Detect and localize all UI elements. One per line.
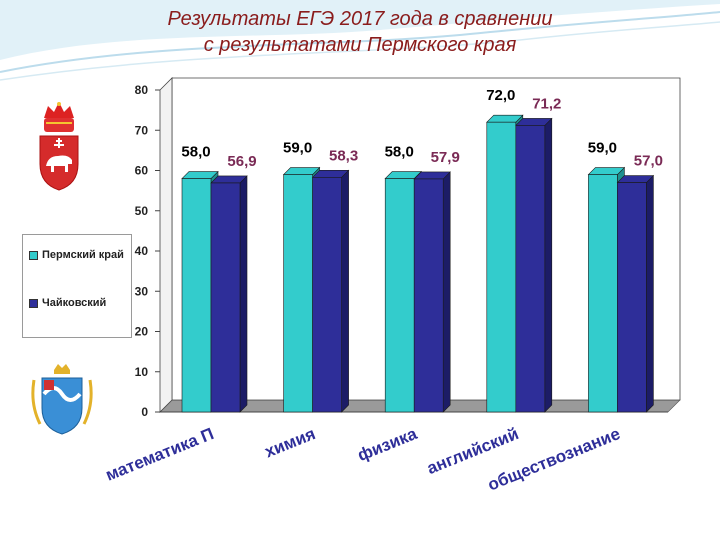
y-tick-label: 80 <box>135 83 149 97</box>
category-label: физика <box>355 424 420 465</box>
value-label-chaikovsky: 57,0 <box>634 153 663 170</box>
bar-chaikovsky-4 <box>616 174 655 413</box>
chart-legend: Пермский край Чайковский <box>22 234 132 338</box>
y-tick-label: 50 <box>135 204 149 218</box>
slide-title-line-1: Результаты ЕГЭ 2017 года в сравнении <box>167 8 553 30</box>
value-label-perm: 59,0 <box>283 140 312 157</box>
value-label-perm: 58,0 <box>385 144 414 161</box>
chaikovsky-coat-of-arms-icon <box>20 364 104 436</box>
y-tick-label: 40 <box>135 244 149 258</box>
slide-title-line-2: с результатами Пермского края <box>203 34 517 56</box>
value-label-perm: 59,0 <box>588 140 617 157</box>
y-tick-label: 30 <box>135 284 149 298</box>
category-label: химия <box>262 424 318 461</box>
chart-side-wall <box>159 77 173 413</box>
legend-swatch-chaikovsky <box>29 299 38 308</box>
value-label-chaikovsky: 56,9 <box>227 153 256 170</box>
y-tick-label: 10 <box>135 365 149 379</box>
bar-chaikovsky-1 <box>311 169 350 413</box>
category-label: математика П <box>103 424 217 485</box>
value-label-chaikovsky: 58,3 <box>329 147 358 164</box>
value-label-perm: 58,0 <box>181 144 210 161</box>
value-label-chaikovsky: 71,2 <box>532 95 561 112</box>
bar-chaikovsky-0 <box>210 175 248 413</box>
legend-label-perm: Пермский край <box>42 249 124 261</box>
bar-chaikovsky-3 <box>515 117 553 413</box>
y-tick-label: 0 <box>141 405 148 419</box>
perm-krai-coat-of-arms-icon <box>34 100 84 192</box>
value-label-perm: 72,0 <box>486 87 515 104</box>
legend-swatch-perm <box>29 251 38 260</box>
legend-label-chaikovsky: Чайковский <box>42 297 107 309</box>
y-tick-label: 60 <box>135 164 149 178</box>
bar-chaikovsky-2 <box>413 171 451 413</box>
y-tick-label: 20 <box>135 325 149 339</box>
slide-title: Результаты ЕГЭ 2017 года в сравнении с р… <box>0 6 720 58</box>
y-tick-label: 70 <box>135 123 149 137</box>
value-label-chaikovsky: 57,9 <box>431 149 460 166</box>
